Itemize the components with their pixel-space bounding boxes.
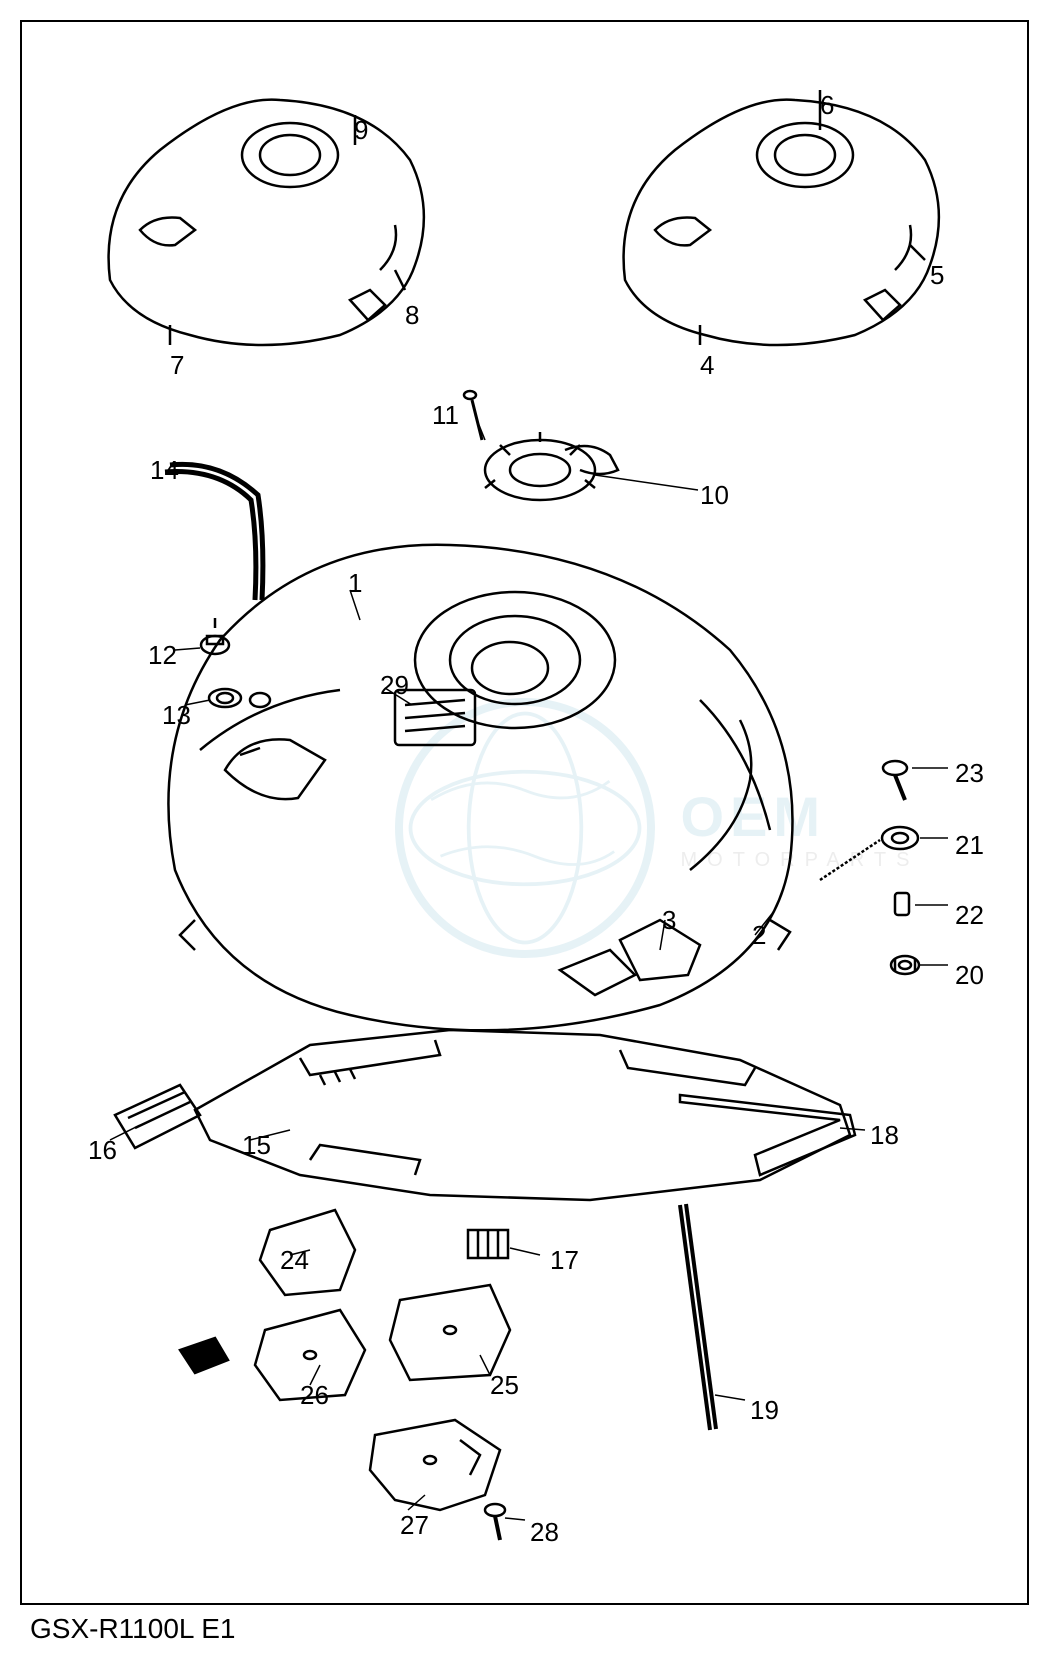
part-label-20: 20	[955, 960, 984, 991]
part-label-29: 29	[380, 670, 409, 701]
part-label-3: 3	[662, 905, 676, 936]
mounting-hardware	[820, 761, 919, 974]
part-label-28: 28	[530, 1517, 559, 1548]
part-label-17: 17	[550, 1245, 579, 1276]
cushion-bar-right	[680, 1095, 855, 1175]
part-label-14: 14	[150, 455, 179, 486]
part-label-19: 19	[750, 1395, 779, 1426]
part-label-21: 21	[955, 830, 984, 861]
part-label-11: 11	[432, 400, 459, 431]
diagram-container: OEM MOTORPARTS	[0, 0, 1049, 1655]
part-label-10: 10	[700, 480, 729, 511]
part-label-2: 2	[752, 920, 766, 951]
part-label-15: 15	[242, 1130, 271, 1161]
part-label-8: 8	[405, 300, 419, 331]
part-label-4: 4	[700, 350, 714, 381]
rod	[680, 1204, 716, 1430]
clip	[468, 1230, 508, 1258]
parts-drawing	[0, 0, 1049, 1655]
part-label-22: 22	[955, 900, 984, 931]
part-label-6: 6	[820, 90, 834, 121]
part-label-27: 27	[400, 1510, 429, 1541]
part-label-26: 26	[300, 1380, 329, 1411]
part-label-18: 18	[870, 1120, 899, 1151]
leader-lines	[110, 415, 948, 1520]
tank-variant-left	[109, 100, 424, 345]
tank-main	[168, 545, 792, 1031]
part-label-16: 16	[88, 1135, 117, 1166]
base-plate	[195, 1030, 850, 1200]
fuel-hose	[165, 464, 263, 600]
fuel-cap-assembly	[464, 391, 618, 500]
part-label-5: 5	[930, 260, 944, 291]
tank-variant-right	[624, 90, 939, 345]
model-label: GSX-R1100L E1	[30, 1613, 235, 1645]
part-label-23: 23	[955, 758, 984, 789]
part-label-24: 24	[280, 1245, 309, 1276]
part-label-9: 9	[354, 115, 368, 146]
part-label-7: 7	[170, 350, 184, 381]
part-label-25: 25	[490, 1370, 519, 1401]
rubber-pad	[115, 1085, 200, 1148]
part-label-1: 1	[348, 568, 362, 599]
part-label-12: 12	[148, 640, 177, 671]
black-clip	[180, 1338, 228, 1373]
part-label-13: 13	[162, 700, 191, 731]
bolt-28	[485, 1504, 505, 1540]
